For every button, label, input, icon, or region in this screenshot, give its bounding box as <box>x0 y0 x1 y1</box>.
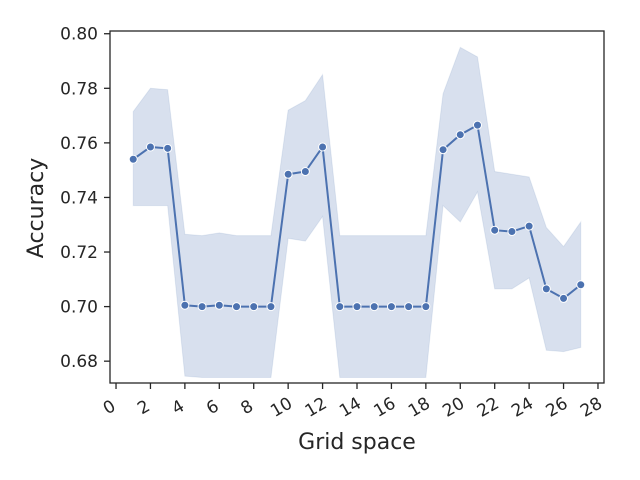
x-tick-label: 24 <box>508 394 537 422</box>
x-tick-label: 2 <box>134 396 153 419</box>
y-tick-label: 0.80 <box>60 25 98 45</box>
x-tick-label: 22 <box>474 394 503 422</box>
data-point <box>524 221 534 231</box>
data-point <box>472 120 482 130</box>
x-tick-label: 10 <box>267 394 296 422</box>
data-point <box>386 302 396 312</box>
y-tick-label: 0.78 <box>60 79 98 99</box>
data-point <box>455 130 465 140</box>
y-tick-label: 0.74 <box>60 188 98 208</box>
y-tick-label: 0.68 <box>60 352 98 372</box>
data-point <box>404 302 414 312</box>
y-tick-label: 0.70 <box>60 298 98 318</box>
y-axis-ticks: 0.68 0.70 0.72 0.74 0.76 0.78 0.80 <box>60 25 110 372</box>
x-tick-label: 6 <box>203 396 222 419</box>
x-tick-label: 28 <box>577 394 606 422</box>
x-tick-label: 16 <box>371 394 400 422</box>
data-point <box>490 225 500 235</box>
x-tick-label: 18 <box>405 394 434 422</box>
data-point <box>214 300 224 310</box>
data-point <box>266 302 276 312</box>
data-point <box>197 302 207 312</box>
data-point <box>421 302 431 312</box>
x-axis-ticks: 0 2 4 6 8 10 12 14 16 18 20 22 24 26 28 <box>100 383 606 422</box>
data-point <box>249 302 259 312</box>
x-axis-label: Grid space <box>298 430 416 455</box>
y-tick-label: 0.76 <box>60 134 98 154</box>
x-tick-label: 26 <box>543 394 572 422</box>
data-point <box>232 302 242 312</box>
data-point <box>352 302 362 312</box>
data-point <box>180 300 190 310</box>
confidence-band-layer <box>132 46 582 379</box>
confidence-band <box>132 46 582 379</box>
data-point <box>145 142 155 152</box>
x-tick-label: 20 <box>439 394 468 422</box>
data-point <box>438 145 448 155</box>
data-point <box>369 302 379 312</box>
data-point <box>163 143 173 153</box>
x-tick-label: 14 <box>336 394 365 422</box>
data-point <box>576 280 586 290</box>
series-marker-layer <box>128 120 586 312</box>
data-point <box>283 169 293 179</box>
data-point <box>300 167 310 177</box>
data-point <box>541 284 551 294</box>
y-axis-label: Accuracy <box>24 158 49 258</box>
x-tick-label: 8 <box>238 396 257 419</box>
x-tick-label: 12 <box>302 394 331 422</box>
data-point <box>507 227 517 237</box>
x-tick-label: 4 <box>169 396 188 419</box>
data-point <box>559 293 569 303</box>
x-tick-label: 0 <box>100 396 119 419</box>
data-point <box>128 154 138 164</box>
y-tick-label: 0.72 <box>60 243 98 263</box>
data-point <box>335 302 345 312</box>
data-point <box>318 142 328 152</box>
